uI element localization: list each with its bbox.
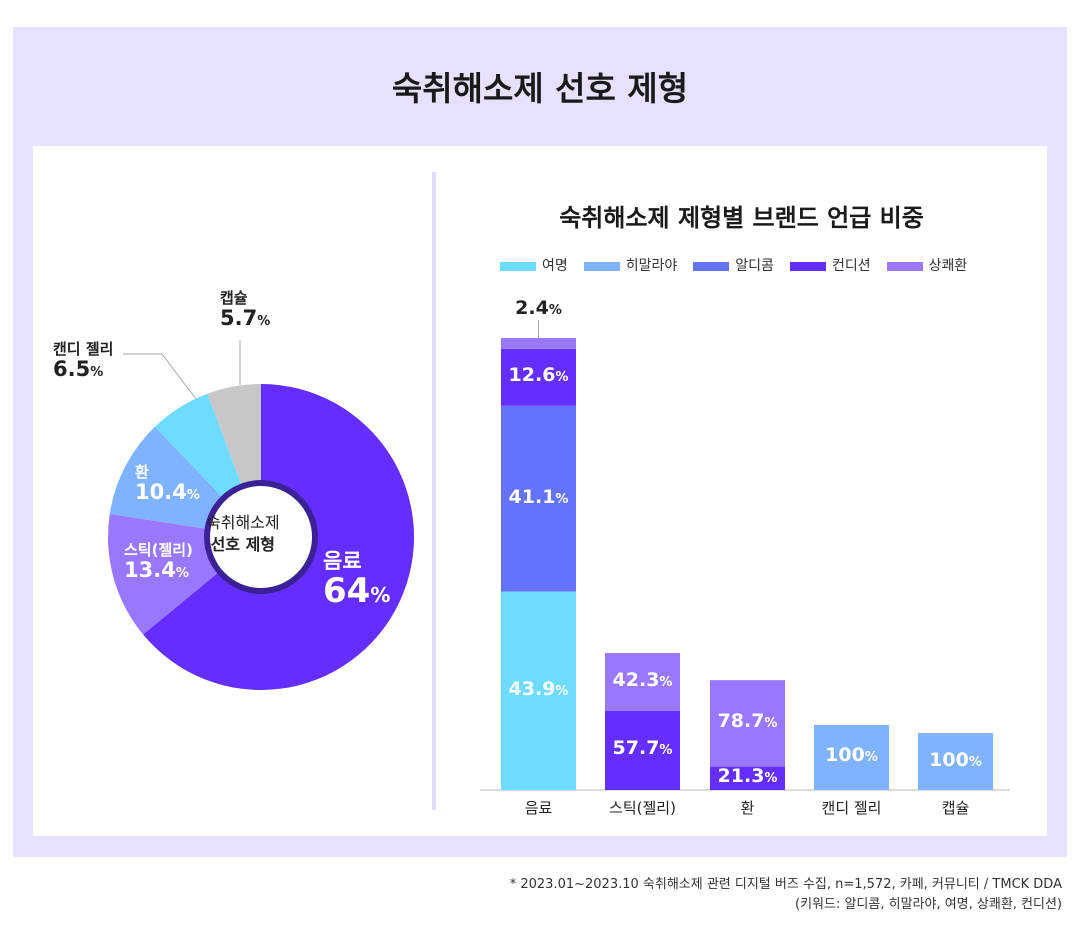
legend-label: 상쾌환 — [928, 258, 968, 274]
pie-label-capsule: 캡슐 5.7% — [220, 289, 271, 330]
pie-label-candy: 캔디 젤리 6.5% — [53, 340, 114, 381]
footnote-source: * 2023.01~2023.10 숙취해소제 관련 디지털 버즈 수집, n=… — [509, 877, 1062, 892]
legend-item-1: 히말라야 — [583, 255, 678, 275]
legend-label: 히말라야 — [625, 258, 678, 274]
legend-label: 여명 — [542, 258, 568, 274]
pie-label-drink: 음료 64% — [323, 549, 391, 612]
bar-segment-0-2 — [501, 348, 576, 406]
x-tick-label: 음료 — [524, 799, 553, 817]
divider — [432, 172, 436, 810]
bar-value-label: 78.7% — [717, 710, 778, 733]
legend-swatch — [693, 261, 730, 271]
bar-segment-0-0 — [501, 591, 576, 790]
bar-value-label: 21.3% — [717, 765, 778, 788]
x-tick-label: 캔디 젤리 — [821, 799, 882, 817]
bar-value-label: 42.3% — [612, 669, 673, 691]
bar-segment-1-1 — [605, 653, 680, 711]
bar-segment-2-0 — [710, 766, 785, 790]
page-title: 숙취해소제 선호 제형 — [391, 69, 689, 108]
pie-center-hole — [210, 486, 312, 588]
center-line-2: 선호 제형 — [210, 534, 276, 554]
bar-segment-3-0 — [814, 724, 889, 790]
legend-label: 컨디션 — [831, 258, 871, 274]
center-line-1: 숙취해소제 — [206, 513, 280, 532]
legend-item-3: 컨디션 — [789, 255, 871, 275]
leader-line-candy — [123, 353, 197, 400]
x-tick-label: 스틱(젤리) — [609, 799, 676, 817]
bar-value-label: 43.9% — [508, 677, 569, 700]
legend-label: 알디콤 — [735, 258, 774, 274]
bar-value-label: 57.7% — [612, 737, 673, 760]
legend-item-4: 상쾌환 — [886, 255, 968, 275]
bar-segment-0-1 — [501, 405, 576, 592]
bar-value-label: 41.1% — [508, 485, 569, 508]
bar-value-label: 100% — [929, 748, 982, 771]
bar-segment-0-3 — [501, 338, 576, 349]
footnote-keywords: (키워드: 알디콤, 히말라야, 여명, 상쾌환, 컨디션) — [795, 897, 1062, 912]
bar-segment-4-0 — [918, 733, 993, 790]
legend-swatch — [500, 261, 536, 271]
x-tick-label: 환 — [740, 799, 755, 817]
bar-value-label: 2.4% — [515, 297, 562, 319]
x-tick-label: 캡슐 — [941, 799, 970, 817]
legend-swatch — [583, 261, 620, 271]
pie-label-pill: 환 10.4% — [135, 463, 200, 504]
legend-swatch — [789, 261, 826, 271]
bar-chart-title: 숙취해소제 제형별 브랜드 언급 비중 — [559, 204, 924, 232]
bar-value-label: 100% — [825, 744, 878, 767]
bar-segment-1-0 — [605, 710, 680, 790]
bar-segment-2-1 — [710, 680, 785, 767]
legend: 여명 히말라야 알디콤 컨디션 상쾌환 — [500, 255, 967, 275]
pie-label-stick: 스틱(젤리) 13.4% — [124, 541, 193, 582]
legend-item-2: 알디콤 — [693, 255, 774, 275]
legend-item-0: 여명 — [500, 255, 568, 275]
bar-value-label: 12.6% — [508, 364, 569, 387]
legend-swatch — [886, 261, 923, 271]
